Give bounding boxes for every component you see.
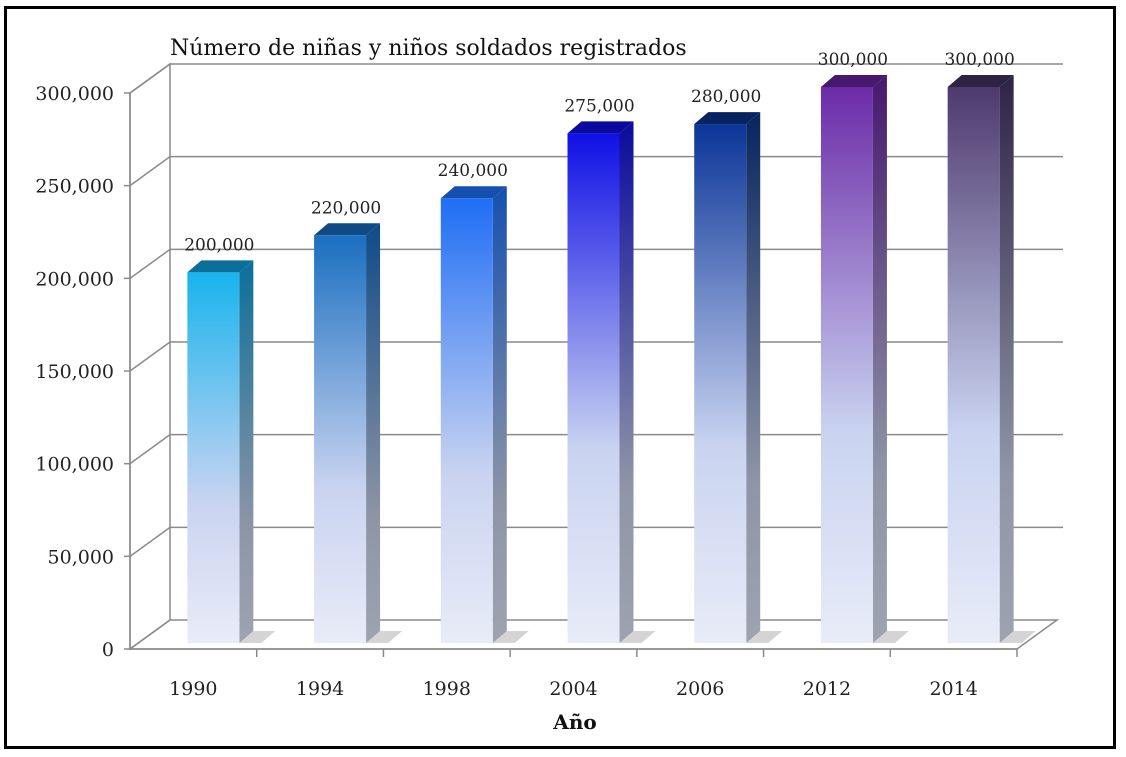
bar-side [239,260,254,643]
gridline [129,526,1063,557]
chart-title: Número de niñas y niños soldados registr… [170,36,687,61]
bar-shadow [492,631,529,643]
bar-shadow [999,631,1036,643]
x-tick-label: 1990 [169,678,217,700]
bar-top [820,75,887,87]
data-label: 240,000 [438,161,508,181]
bar-top [314,223,381,236]
bar-shadow [619,631,656,643]
bar-side [492,186,507,643]
bar-chart: 0 50,000 100,000 150,000 200,000 250,000 300,0… [35,36,1063,734]
gridline [129,341,1063,372]
bar-shadow [746,631,783,643]
bar [440,198,493,643]
gridline [129,248,1063,279]
bars: 200,000 220,000 240,000 275,000 280,000 300,0… [184,50,1036,644]
bar-side [872,75,887,643]
data-label: 300,000 [818,50,888,70]
bar-shadow [872,631,909,643]
bar-top [947,75,1014,87]
bar-side [366,223,381,643]
bar-side [619,121,634,644]
bar [187,272,240,643]
bar-shadow [239,631,276,643]
x-tick-label: 1994 [296,678,344,700]
y-tick-label: 200,000 [35,268,114,290]
gridline [129,433,1063,465]
data-label: 200,000 [184,235,254,255]
bar-top [567,121,634,134]
bar-side [746,112,761,644]
bar-top [694,112,761,125]
y-tick-label: 100,000 [35,454,114,476]
y-tick-label: 50,000 [48,546,114,568]
y-tick-label: 300,000 [35,83,114,105]
data-label: 280,000 [691,87,761,107]
y-tick-label: 250,000 [35,176,114,198]
y-tick-label: 0 [102,639,114,661]
x-tick-label: 2014 [929,678,977,700]
chart-frame: 0 50,000 100,000 150,000 200,000 250,000 300,0… [4,6,1116,749]
bar [820,87,873,643]
bar [947,87,1000,643]
x-tick-label: 2004 [549,678,597,700]
bar [567,133,620,643]
gridline [129,155,1063,187]
data-label: 275,000 [564,96,634,116]
bar [694,124,747,644]
bar-top [187,260,254,273]
y-tick-label: 150,000 [35,361,114,383]
gridline [129,63,1063,94]
x-axis-title: Año [552,710,596,734]
x-tick-label: 2012 [803,678,851,700]
gridlines [124,63,1063,650]
bar-side [999,75,1014,643]
bar-top [440,186,507,199]
x-axis-ticks: 1990 1994 1998 2004 2006 2012 2014 [169,649,1018,700]
bar-shadow [366,631,403,643]
x-tick-label: 2006 [676,678,724,700]
x-tick-label: 1998 [423,678,471,700]
data-label: 300,000 [944,50,1014,70]
bar [314,235,367,643]
data-label: 220,000 [311,198,381,218]
y-axis-ticks: 0 50,000 100,000 150,000 200,000 250,000 300,0… [35,83,114,661]
